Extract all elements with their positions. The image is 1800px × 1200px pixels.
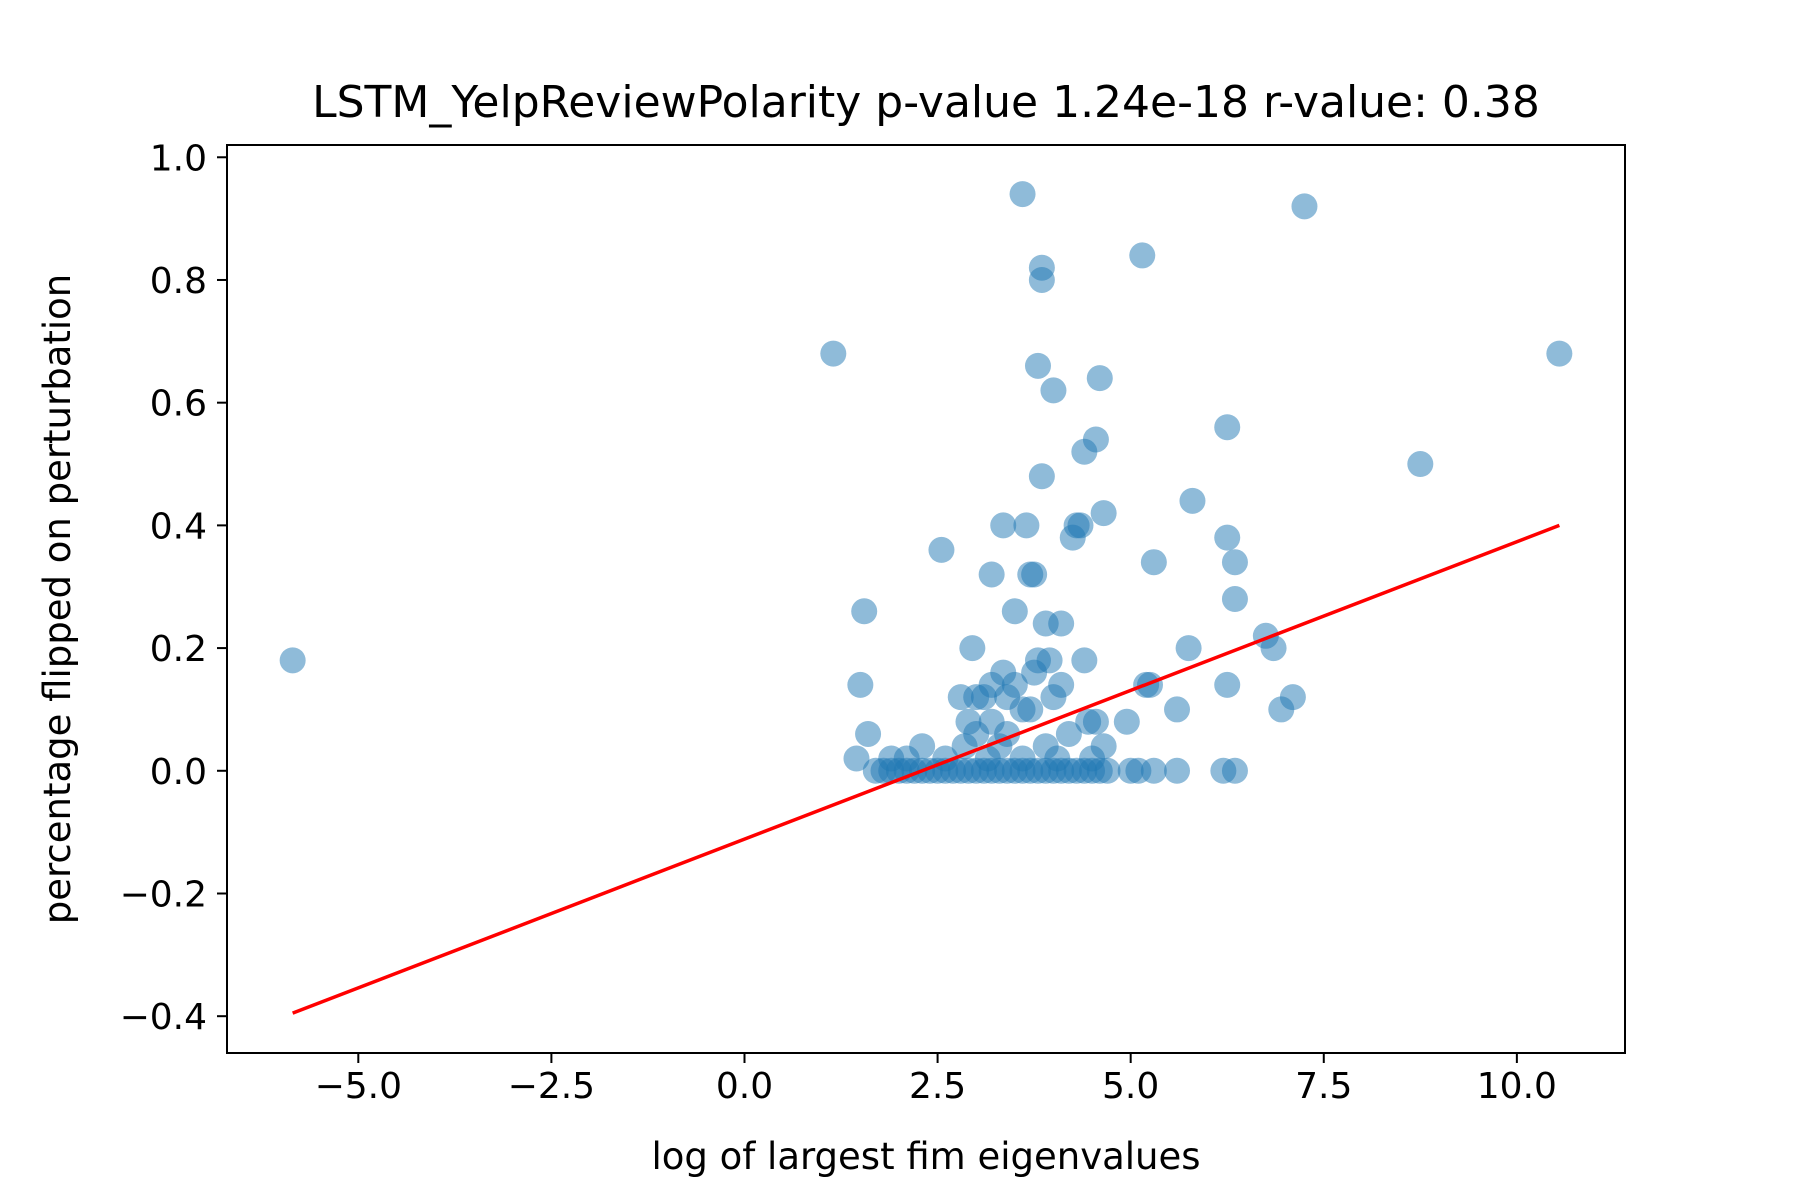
- data-point: [1048, 610, 1075, 637]
- data-point: [1055, 720, 1082, 747]
- data-point: [1291, 193, 1318, 220]
- data-point: [1164, 757, 1191, 784]
- data-point: [970, 684, 997, 711]
- data-point: [1082, 708, 1109, 735]
- data-point: [990, 512, 1017, 539]
- data-point: [1009, 181, 1036, 208]
- data-point: [1013, 512, 1040, 539]
- data-point: [1040, 377, 1067, 404]
- x-axis-label: log of largest fim eigenvalues: [651, 1135, 1200, 1178]
- axis-ticks: −5.0 −2.5 0.0 2.5 5.0 7.5 10.0 1.0 0.8 0.6 0.4 0.2 0…: [120, 138, 1557, 1107]
- data-point: [851, 598, 878, 625]
- data-point: [1071, 438, 1098, 465]
- y-tick-label: −0.2: [120, 874, 207, 915]
- data-point: [959, 635, 986, 662]
- data-point: [1214, 414, 1241, 441]
- x-tick-label: 10.0: [1477, 1066, 1557, 1107]
- data-point: [1024, 352, 1051, 379]
- data-point: [978, 561, 1005, 588]
- data-point: [1179, 487, 1206, 514]
- data-point: [847, 671, 874, 698]
- data-point: [1175, 635, 1202, 662]
- x-tick-label: 0.0: [716, 1066, 773, 1107]
- data-point: [1221, 586, 1248, 612]
- x-tick-label: 7.5: [1295, 1066, 1352, 1107]
- data-point: [1040, 684, 1067, 711]
- data-point: [1001, 598, 1028, 625]
- data-point: [279, 647, 306, 674]
- y-tick-label: 1.0: [150, 138, 207, 179]
- data-point: [1214, 524, 1241, 551]
- x-tick-label: −5.0: [315, 1066, 402, 1107]
- data-point: [843, 745, 870, 772]
- data-point: [1268, 696, 1295, 723]
- y-tick-label: 0.2: [150, 629, 207, 670]
- data-point: [1021, 659, 1048, 686]
- data-point: [1221, 549, 1248, 576]
- data-point: [1017, 696, 1044, 723]
- data-point: [1090, 500, 1117, 527]
- data-point: [1140, 549, 1167, 576]
- data-point: [1071, 647, 1098, 674]
- y-tick-label: 0.4: [150, 506, 207, 547]
- data-point: [928, 536, 955, 563]
- data-point: [1214, 671, 1241, 698]
- y-tick-label: 0.8: [150, 261, 207, 302]
- data-point: [1546, 340, 1573, 367]
- data-point: [1260, 635, 1287, 662]
- x-tick-label: −2.5: [508, 1066, 595, 1107]
- data-point: [855, 720, 882, 747]
- y-tick-label: 0.0: [150, 752, 207, 793]
- data-point: [1221, 757, 1248, 784]
- x-tick-label: 2.5: [909, 1066, 966, 1107]
- data-point: [1129, 242, 1156, 269]
- y-axis-label: percentage flipped on perturbation: [36, 274, 79, 924]
- data-point: [1094, 757, 1121, 784]
- data-point: [1017, 561, 1044, 588]
- data-point: [820, 340, 847, 367]
- regression-line-group: [292, 523, 1560, 1015]
- data-point: [1028, 463, 1055, 490]
- data-point: [1028, 266, 1055, 293]
- x-tick-label: 5.0: [1102, 1066, 1159, 1107]
- regression-line: [292, 523, 1560, 1015]
- chart-title: LSTM_YelpReviewPolarity p-value 1.24e-18…: [312, 77, 1540, 128]
- y-tick-label: −0.4: [120, 997, 207, 1038]
- data-point: [1164, 696, 1191, 723]
- data-point: [1407, 451, 1434, 478]
- data-point: [1059, 524, 1086, 551]
- data-point: [1086, 365, 1113, 392]
- y-tick-label: 0.6: [150, 384, 207, 425]
- plot-frame: [226, 144, 1626, 1054]
- data-point: [1140, 757, 1167, 784]
- data-point: [1113, 708, 1140, 735]
